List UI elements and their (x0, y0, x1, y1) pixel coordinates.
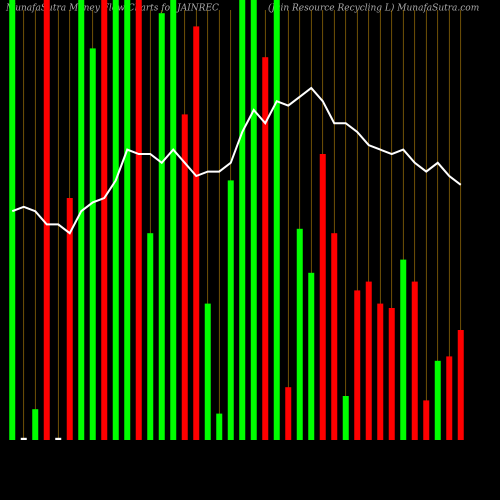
bar (147, 233, 154, 440)
bar (342, 396, 349, 440)
bar (285, 387, 292, 440)
bar (400, 259, 407, 440)
bar (434, 360, 441, 440)
bar (446, 356, 453, 440)
bar (273, 0, 280, 440)
bar (43, 0, 50, 440)
bar (20, 437, 27, 440)
bar (308, 272, 315, 440)
bar (55, 437, 62, 440)
bar (193, 26, 200, 441)
bar (101, 0, 108, 440)
bar (78, 0, 85, 440)
bar (239, 0, 246, 440)
bar (457, 330, 464, 440)
bar (331, 233, 338, 440)
bar (296, 228, 303, 440)
bar (181, 114, 188, 441)
bar (227, 180, 234, 440)
bar (170, 0, 177, 440)
bar (388, 308, 395, 440)
bar (89, 48, 96, 441)
bar (262, 57, 269, 440)
bar (9, 0, 16, 440)
bar (66, 198, 73, 440)
bar (354, 290, 361, 440)
bar (124, 0, 131, 440)
chart-title: MunafaSutra Money Flow Charts for JAINRE… (5, 4, 219, 14)
bar (112, 0, 119, 440)
bar (135, 0, 142, 440)
bar (319, 154, 326, 440)
bar (216, 413, 223, 440)
bar (365, 281, 372, 440)
bar (204, 303, 211, 440)
bar (411, 281, 418, 440)
bar (377, 303, 384, 440)
bar (32, 409, 39, 440)
bar (423, 400, 430, 440)
bar (250, 0, 257, 440)
chart-subtitle: (Jain Resource Recycling L) MunafaSutra.… (268, 3, 479, 14)
money-flow-line (11, 86, 462, 235)
bar (158, 13, 165, 440)
